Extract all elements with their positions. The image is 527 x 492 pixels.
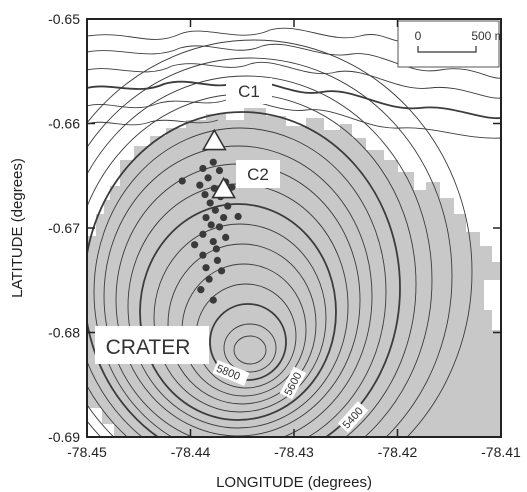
points-layer (178, 158, 242, 304)
x-axis-title: LONGITUDE (degrees) (216, 474, 372, 491)
crater-label-box: CRATER (95, 326, 209, 364)
data-point (196, 181, 204, 189)
data-point (224, 202, 232, 210)
data-point (212, 245, 220, 253)
data-point (197, 286, 205, 294)
data-point (201, 190, 209, 199)
y-tick-label: -0.69 (48, 429, 80, 445)
x-tick-label: -78.41 (481, 444, 521, 460)
data-point (211, 206, 219, 214)
c2-label: C2 (247, 165, 269, 184)
data-point (234, 212, 242, 221)
scale-bar-end-label: 500 m (471, 29, 504, 43)
data-point (209, 237, 217, 246)
data-point (199, 164, 207, 173)
data-point (202, 264, 210, 272)
x-tick-label: -78.43 (274, 444, 314, 460)
data-point (209, 158, 217, 166)
y-axis-title: LATITUDE (degrees) (9, 158, 26, 298)
upper-contours (87, 27, 501, 139)
x-tick-label: -78.42 (378, 444, 418, 460)
y-tick-label: -0.67 (48, 220, 80, 236)
scale-bar: 0 500 m (397, 20, 504, 68)
data-point (191, 241, 199, 249)
x-tick-label: -78.45 (67, 444, 107, 460)
data-point (206, 199, 214, 207)
contour-lines (87, 39, 473, 437)
summit-triangle-c1 (201, 128, 227, 151)
y-tick-label: -0.65 (48, 11, 80, 27)
c1-label: C1 (238, 82, 260, 101)
scale-bar-start-label: 0 (415, 29, 422, 43)
data-point (209, 296, 217, 304)
data-point (204, 174, 212, 182)
data-point (222, 233, 230, 242)
shaded-notch (484, 280, 501, 330)
data-point (205, 275, 213, 283)
summit-layer (201, 128, 236, 199)
data-point (207, 221, 215, 229)
data-point (199, 230, 207, 238)
data-point (215, 223, 224, 231)
data-point (215, 166, 224, 175)
data-point (202, 213, 210, 222)
y-tick-label: -0.66 (48, 116, 80, 132)
y-tick-label: -0.68 (48, 325, 80, 341)
data-point (213, 256, 222, 264)
c2-label-box: C2 (236, 160, 280, 188)
c1-label-box: C1 (226, 78, 272, 104)
data-point (220, 213, 228, 222)
data-point (178, 177, 186, 185)
data-point (217, 267, 226, 275)
summit-triangle-c2 (211, 176, 236, 199)
data-point (199, 251, 207, 259)
x-tick-label: -78.44 (171, 444, 211, 460)
crater-label: CRATER (106, 336, 191, 359)
axis-layer: -78.45 -78.44 -78.43 -78.42 -78.41 -0.65 -0.66… (48, 11, 521, 460)
